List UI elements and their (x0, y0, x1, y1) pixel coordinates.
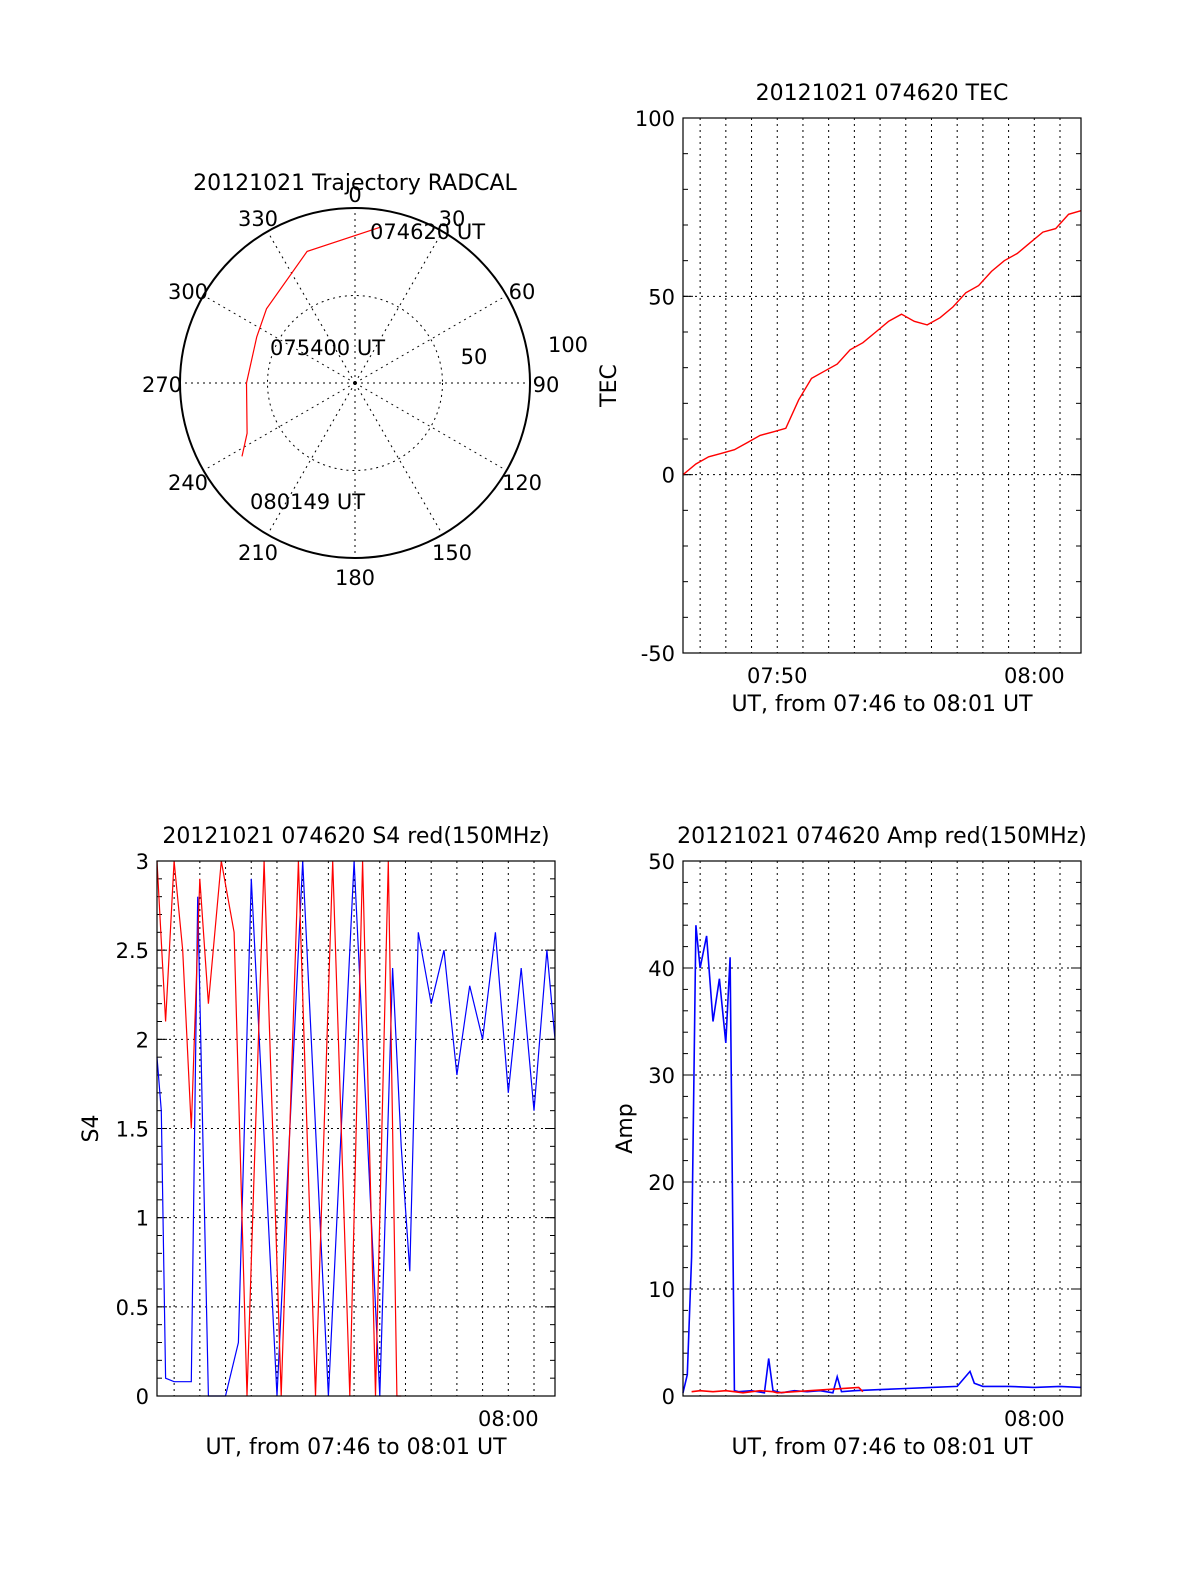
series-line-0 (682, 210, 1082, 476)
y-tick-label: 30 (648, 1064, 675, 1088)
polar-azimuth-label: 90 (533, 373, 560, 397)
polar-radius-label: 100 (548, 333, 588, 357)
y-axis-label: TEC (597, 364, 622, 408)
polar-spoke (267, 231, 356, 384)
panel-title: 20121021 074620 TEC (756, 81, 1009, 106)
trajectory-time-label: 074620 UT (370, 220, 485, 244)
y-tick-label: 2.5 (116, 939, 149, 963)
y-tick-label: 0 (136, 1385, 149, 1409)
y-tick-label: 50 (648, 850, 675, 874)
polar-azimuth-label: 240 (168, 471, 208, 495)
polar-azimuth-label: 330 (238, 207, 278, 231)
y-tick-label: 0 (662, 1385, 675, 1409)
panel-title: 20121021 074620 Amp red(150MHz) (677, 824, 1087, 849)
x-axis-label: UT, from 07:46 to 08:01 UT (205, 1435, 507, 1460)
y-tick-label: 100 (635, 107, 675, 131)
y-tick-label: -50 (641, 642, 675, 666)
y-tick-label: 1 (136, 1207, 149, 1231)
polar-spoke (203, 382, 356, 471)
plot-frame (682, 117, 1082, 654)
plot-frame (682, 860, 1082, 1397)
polar-grid-circle (267, 295, 443, 471)
trajectory-time-label: 080149 UT (250, 490, 365, 514)
y-tick-label: 0.5 (116, 1296, 149, 1320)
x-tick-label: 08:00 (478, 1407, 539, 1431)
y-tick-label: 0 (662, 464, 675, 488)
x-axis-label: UT, from 07:46 to 08:01 UT (731, 692, 1033, 717)
polar-spoke (354, 382, 507, 471)
x-tick-label: 08:00 (1004, 664, 1065, 688)
polar-spoke (203, 295, 356, 384)
y-tick-label: 2 (136, 1028, 149, 1052)
polar-azimuth-label: 30 (439, 207, 466, 231)
polar-azimuth-label: 0 (348, 183, 361, 207)
s4-panel: 20121021 074620 S4 red(150MHz) 3 2.5 2 1.5 1 0… (79, 824, 556, 1460)
polar-spoke (267, 382, 356, 535)
x-tick-label: 08:00 (1004, 1407, 1065, 1431)
x-tick-label: 07:50 (747, 664, 808, 688)
polar-azimuth-label: 210 (238, 541, 278, 565)
y-tick-label: 10 (648, 1278, 675, 1302)
polar-spoke (354, 382, 443, 535)
polar-azimuth-label: 300 (168, 280, 208, 304)
polar-azimuth-label: 180 (335, 566, 375, 590)
y-axis-label: S4 (79, 1115, 104, 1143)
y-tick-label: 40 (648, 957, 675, 981)
amp-panel: 20121021 074620 Amp red(150MHz)50 40 30 20 1… (613, 824, 1087, 1460)
polar-spoke (354, 231, 443, 384)
polar-azimuth-label: 60 (509, 280, 536, 304)
x-axis-label: UT, from 07:46 to 08:01 UT (731, 1435, 1033, 1460)
polar-azimuth-label: 270 (142, 373, 182, 397)
polar-azimuth-label: 150 (432, 541, 472, 565)
plot-frame (156, 860, 556, 1397)
panel-title: 20121021 074620 S4 red(150MHz) (162, 824, 549, 849)
y-tick-label: 50 (648, 285, 675, 309)
polar-title: 20121021 Trajectory RADCAL (193, 171, 517, 196)
y-tick-label: 20 (648, 1171, 675, 1195)
polar-spoke (354, 295, 507, 384)
y-tick-label: 1.5 (116, 1118, 149, 1142)
series-line-1 (691, 1386, 864, 1394)
polar-radius-label: 50 (461, 345, 488, 369)
trajectory-time-label: 075400 UT (270, 336, 385, 360)
polar-azimuth-label: 120 (502, 471, 542, 495)
y-tick-label: 3 (136, 850, 149, 874)
y-axis-label: Amp (613, 1103, 638, 1153)
tec-panel: 20121021 074620 TEC 100 50 0 -50 07:50 08:00 UT… (597, 81, 1082, 717)
trajectory-line (241, 226, 380, 457)
series-line-0 (682, 925, 1082, 1394)
